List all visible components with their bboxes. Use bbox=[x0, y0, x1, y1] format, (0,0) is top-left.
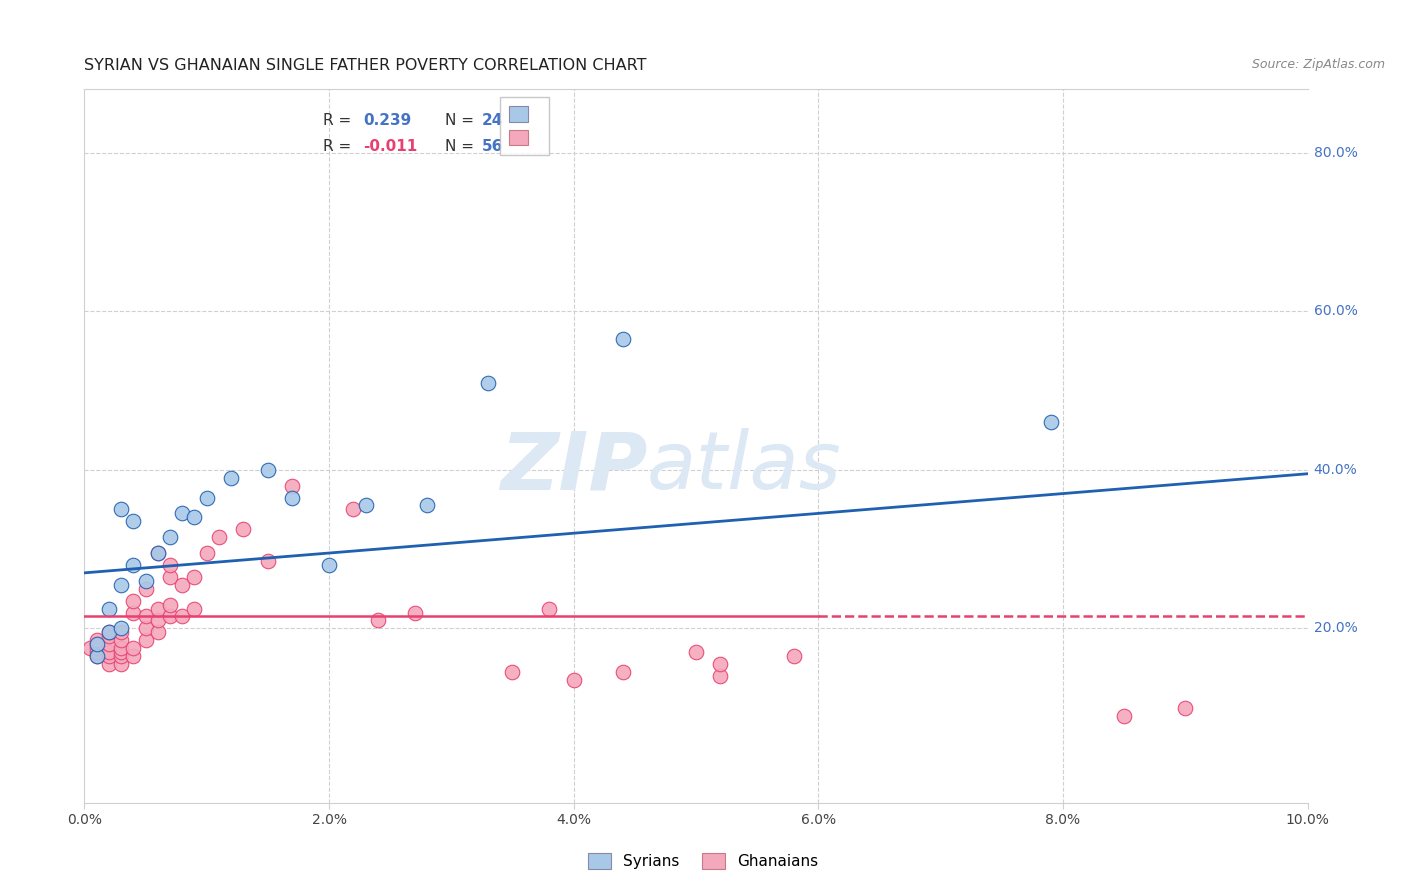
Text: -0.011: -0.011 bbox=[363, 139, 418, 153]
Text: 0.239: 0.239 bbox=[363, 113, 412, 128]
Point bbox=[110, 641, 132, 656]
Point bbox=[146, 614, 169, 628]
Point bbox=[172, 609, 194, 624]
Point bbox=[709, 657, 731, 671]
Point bbox=[86, 649, 108, 664]
Point bbox=[159, 570, 181, 584]
Point bbox=[502, 665, 524, 679]
Point bbox=[146, 546, 169, 560]
Point bbox=[257, 554, 280, 568]
Point bbox=[86, 637, 108, 651]
Point bbox=[1174, 700, 1197, 714]
Text: 56: 56 bbox=[482, 139, 503, 153]
Point bbox=[97, 637, 120, 651]
Point bbox=[97, 629, 120, 643]
Point bbox=[86, 637, 108, 651]
Point bbox=[110, 657, 132, 671]
Point bbox=[79, 641, 101, 656]
Point bbox=[318, 558, 340, 572]
Legend: , : , bbox=[501, 97, 550, 155]
Point bbox=[354, 499, 377, 513]
Text: 80.0%: 80.0% bbox=[1313, 145, 1358, 160]
Point bbox=[122, 514, 145, 528]
Point bbox=[172, 578, 194, 592]
Point bbox=[709, 669, 731, 683]
Point bbox=[135, 582, 157, 596]
Text: 20.0%: 20.0% bbox=[1313, 622, 1357, 635]
Text: N =: N = bbox=[446, 139, 479, 153]
Point bbox=[97, 625, 120, 640]
Point bbox=[86, 649, 108, 664]
Point bbox=[183, 570, 205, 584]
Point bbox=[281, 491, 304, 505]
Point bbox=[159, 609, 181, 624]
Point bbox=[135, 633, 157, 648]
Point bbox=[110, 625, 132, 640]
Point bbox=[416, 499, 439, 513]
Point bbox=[208, 530, 231, 544]
Text: Source: ZipAtlas.com: Source: ZipAtlas.com bbox=[1251, 58, 1385, 71]
Point bbox=[122, 606, 145, 620]
Point bbox=[97, 625, 120, 640]
Point bbox=[159, 530, 181, 544]
Text: N =: N = bbox=[446, 113, 479, 128]
Point bbox=[477, 376, 499, 390]
Point bbox=[110, 578, 132, 592]
Text: atlas: atlas bbox=[647, 428, 842, 507]
Point bbox=[685, 645, 707, 659]
Point bbox=[86, 645, 108, 659]
Point bbox=[97, 645, 120, 659]
Legend: Syrians, Ghanaians: Syrians, Ghanaians bbox=[582, 847, 824, 875]
Point bbox=[146, 625, 169, 640]
Point bbox=[183, 510, 205, 524]
Point bbox=[110, 633, 132, 648]
Point bbox=[135, 609, 157, 624]
Text: SYRIAN VS GHANAIAN SINGLE FATHER POVERTY CORRELATION CHART: SYRIAN VS GHANAIAN SINGLE FATHER POVERTY… bbox=[84, 58, 647, 73]
Point bbox=[122, 593, 145, 607]
Point bbox=[135, 574, 157, 588]
Point bbox=[367, 614, 389, 628]
Point bbox=[110, 502, 132, 516]
Point bbox=[195, 491, 218, 505]
Point bbox=[135, 621, 157, 635]
Text: 40.0%: 40.0% bbox=[1313, 463, 1357, 477]
Point bbox=[159, 598, 181, 612]
Point bbox=[562, 673, 585, 687]
Point bbox=[612, 332, 634, 346]
Point bbox=[146, 601, 169, 615]
Point bbox=[232, 522, 254, 536]
Point bbox=[342, 502, 364, 516]
Point bbox=[122, 649, 145, 664]
Point bbox=[86, 633, 108, 648]
Point bbox=[110, 621, 132, 635]
Point bbox=[404, 606, 426, 620]
Text: 60.0%: 60.0% bbox=[1313, 304, 1358, 318]
Point bbox=[612, 665, 634, 679]
Point bbox=[122, 641, 145, 656]
Text: ZIP: ZIP bbox=[499, 428, 647, 507]
Point bbox=[1114, 708, 1136, 723]
Point bbox=[257, 463, 280, 477]
Point bbox=[122, 558, 145, 572]
Text: 24: 24 bbox=[482, 113, 503, 128]
Point bbox=[195, 546, 218, 560]
Point bbox=[281, 478, 304, 492]
Point bbox=[110, 645, 132, 659]
Point bbox=[1039, 415, 1062, 429]
Point bbox=[146, 546, 169, 560]
Point bbox=[159, 558, 181, 572]
Point bbox=[172, 507, 194, 521]
Text: R =: R = bbox=[323, 139, 356, 153]
Point bbox=[538, 601, 561, 615]
Point bbox=[219, 471, 242, 485]
Point bbox=[97, 601, 120, 615]
Text: R =: R = bbox=[323, 113, 356, 128]
Point bbox=[183, 601, 205, 615]
Point bbox=[783, 649, 806, 664]
Point bbox=[86, 641, 108, 656]
Point bbox=[110, 649, 132, 664]
Point bbox=[97, 649, 120, 664]
Point bbox=[97, 657, 120, 671]
